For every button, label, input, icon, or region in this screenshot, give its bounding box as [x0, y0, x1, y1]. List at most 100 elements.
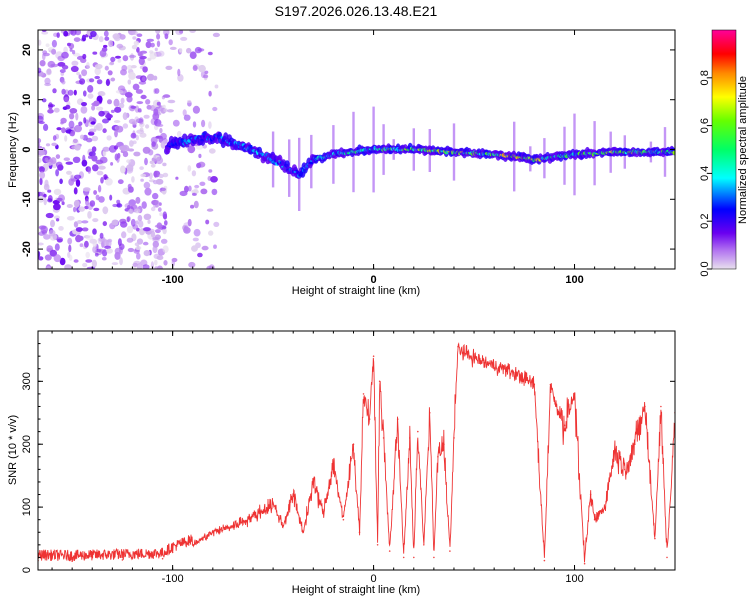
noise-blob	[162, 245, 169, 253]
noise-blob	[64, 264, 72, 269]
noise-blob	[132, 262, 138, 267]
noise-blob	[136, 101, 144, 105]
snr-data-point	[191, 544, 194, 546]
noise-blob	[126, 216, 130, 223]
snr-data-point	[342, 518, 345, 521]
snr-y-ticks: 0 100 200 300	[21, 343, 675, 573]
noise-blob	[66, 170, 72, 175]
snr-data-point	[409, 437, 411, 439]
snr-data-point	[543, 559, 546, 562]
snr-data-point	[378, 380, 381, 383]
colorbar-gradient	[712, 30, 736, 269]
noise-blob	[56, 32, 60, 38]
noise-blob	[83, 192, 89, 196]
noise-blob	[203, 74, 209, 79]
noise-blob	[74, 124, 82, 133]
colorbar-frame	[711, 29, 737, 270]
snr-data-point	[613, 449, 616, 452]
noise-blob	[127, 186, 134, 193]
noise-blob	[98, 196, 105, 203]
noise-blob	[69, 48, 73, 52]
noise-blob	[64, 96, 69, 102]
noise-blob	[53, 203, 61, 211]
noise-blob	[143, 181, 151, 189]
y-tick-label: 200	[21, 435, 33, 453]
noise-blob	[111, 219, 119, 226]
noise-blob	[98, 36, 104, 43]
noise-blob	[171, 257, 178, 263]
snr-data-point	[121, 559, 124, 561]
noise-blob	[126, 237, 134, 243]
noise-blob	[179, 30, 184, 34]
noise-blob	[149, 50, 154, 54]
noise-blob	[61, 127, 66, 134]
colorbar-tick-label: 0.0	[699, 261, 711, 276]
spectrogram-y-ticks: -20 -10 0 10 20	[21, 44, 675, 257]
noise-blob	[150, 206, 156, 212]
noise-blob	[116, 203, 123, 208]
noise-blob	[136, 129, 145, 134]
noise-blob	[88, 128, 97, 133]
noise-blob	[108, 40, 114, 48]
noise-blob	[92, 218, 99, 223]
noise-blob	[91, 135, 99, 142]
noise-blob	[83, 117, 87, 124]
noise-blob	[141, 76, 146, 82]
noise-blob	[39, 171, 46, 179]
noise-blob	[152, 192, 159, 200]
noise-blob	[78, 121, 83, 126]
snr-data-point	[376, 544, 379, 546]
noise-blob	[83, 187, 91, 192]
noise-blob	[155, 178, 164, 185]
noise-blob	[138, 117, 144, 125]
y-tick-label: 10	[21, 94, 33, 106]
noise-blob	[53, 107, 60, 113]
noise-blob	[128, 118, 136, 124]
noise-blob	[69, 108, 78, 114]
snr-data-point	[368, 418, 371, 420]
noise-blob	[154, 259, 158, 266]
noise-blob	[142, 264, 150, 269]
noise-blob	[211, 188, 218, 196]
noise-blob	[188, 185, 192, 192]
noise-blob	[154, 88, 160, 94]
noise-blob	[102, 118, 109, 124]
snr-data-point	[523, 377, 526, 380]
noise-blob	[140, 173, 147, 178]
noise-blob	[93, 190, 97, 195]
noise-blob	[159, 212, 163, 217]
noise-blob	[108, 145, 117, 153]
noise-blob	[97, 184, 102, 193]
noise-blob	[192, 237, 199, 242]
snr-data-point	[583, 562, 586, 565]
snr-data-point	[232, 525, 234, 527]
noise-blob	[103, 30, 109, 37]
noise-blob	[128, 71, 136, 80]
noise-blob	[119, 257, 123, 266]
noise-blob	[208, 148, 216, 154]
noise-blob	[51, 48, 57, 55]
noise-blob	[72, 156, 81, 163]
noise-blob	[131, 176, 135, 183]
noise-blob	[197, 252, 203, 258]
noise-blob	[68, 178, 75, 186]
noise-blob	[164, 220, 168, 226]
noise-blob	[114, 129, 118, 138]
noise-blob	[45, 143, 51, 147]
noise-blob	[137, 214, 143, 222]
noise-blob	[146, 104, 152, 110]
snr-data-point	[429, 412, 431, 414]
noise-blob	[43, 123, 49, 131]
noise-blob	[100, 238, 107, 243]
x-tick-label: 0	[371, 573, 377, 585]
noise-blob	[204, 70, 209, 75]
noise-blob	[208, 264, 215, 269]
noise-blob	[88, 151, 96, 157]
noise-blob	[162, 211, 167, 220]
noise-blob	[156, 101, 161, 106]
noise-blob	[78, 206, 86, 212]
noise-blob	[110, 56, 116, 63]
noise-blob	[75, 179, 81, 187]
chart-title: S197.2026.026.13.48.E21	[275, 3, 438, 19]
snr-data-point	[589, 493, 592, 496]
